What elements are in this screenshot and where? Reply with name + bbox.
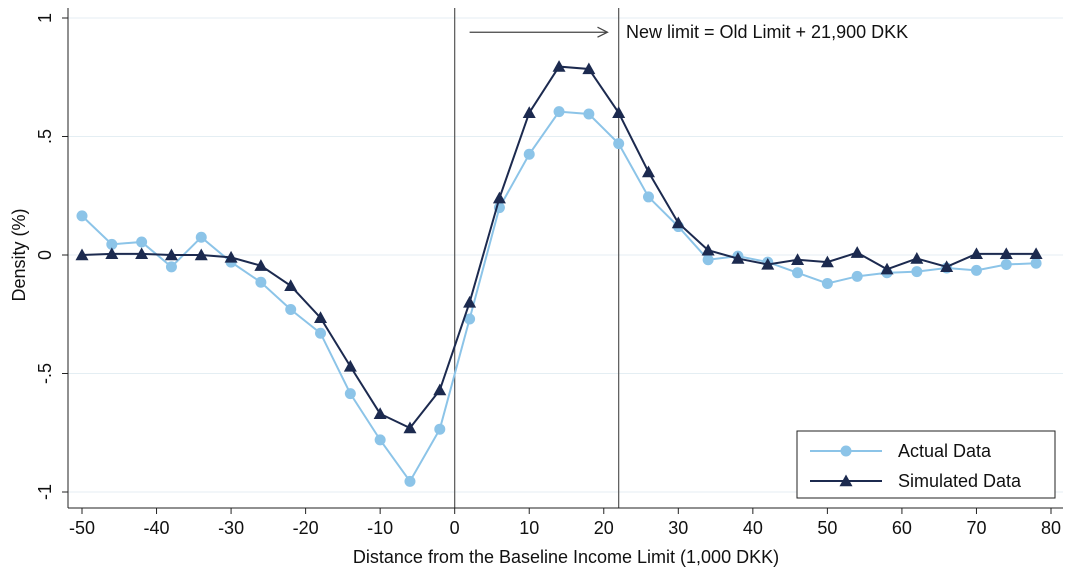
- x-tick-label: -50: [69, 518, 95, 538]
- data-point: [403, 421, 417, 434]
- data-point: [194, 248, 208, 261]
- data-point: [792, 267, 804, 279]
- data-point: [105, 247, 119, 260]
- data-point: [164, 248, 178, 261]
- data-point: [522, 106, 536, 118]
- axes: -1 -.5 0 .5 1 -50 -40 -30 -20 -10 0 10 20 30 40 50 60 70 8…: [35, 8, 1063, 538]
- data-point: [434, 423, 446, 435]
- series-simulated: [75, 60, 1043, 434]
- x-tick-label: 70: [966, 518, 986, 538]
- data-point: [850, 246, 864, 258]
- x-axis-title: Distance from the Baseline Income Limit …: [353, 547, 779, 567]
- data-point: [404, 475, 416, 487]
- data-point: [255, 276, 267, 288]
- y-tick-label: -.5: [35, 363, 55, 384]
- data-point: [76, 210, 88, 222]
- limit-annotation: New limit = Old Limit + 21,900 DKK: [626, 22, 908, 42]
- x-tick-label: 30: [668, 518, 688, 538]
- data-point: [999, 247, 1013, 260]
- y-tick-label: 0: [35, 250, 55, 260]
- y-axis-title: Density (%): [9, 208, 29, 301]
- x-tick-label: 10: [519, 518, 539, 538]
- data-point: [552, 60, 566, 72]
- data-point: [702, 254, 714, 266]
- data-point: [910, 252, 924, 264]
- data-point: [761, 257, 775, 270]
- x-tick-label: -30: [218, 518, 244, 538]
- legend-label: Actual Data: [898, 441, 992, 461]
- legend-box: [796, 430, 1056, 499]
- x-tick-label: 0: [450, 518, 460, 538]
- y-tick-label: 1: [35, 13, 55, 23]
- series-layer: [75, 60, 1043, 487]
- data-point: [195, 231, 207, 243]
- data-point: [344, 388, 356, 400]
- data-point: [135, 247, 149, 260]
- legend-label: Simulated Data: [898, 471, 1022, 491]
- data-point: [315, 327, 327, 339]
- data-point: [851, 270, 863, 282]
- x-tick-label: -40: [144, 518, 170, 538]
- data-point: [224, 250, 238, 263]
- x-tick-label: -10: [367, 518, 393, 538]
- y-tick-label: -1: [35, 484, 55, 500]
- legend: Actual Data Simulated Data: [796, 430, 1056, 499]
- data-point: [820, 255, 834, 268]
- data-point: [970, 264, 982, 276]
- data-point: [374, 434, 386, 446]
- data-point: [553, 106, 565, 118]
- data-point: [613, 138, 625, 150]
- legend-marker: [839, 474, 853, 487]
- data-point: [464, 313, 476, 325]
- data-point: [583, 108, 595, 120]
- data-point: [136, 236, 148, 248]
- annotation-layer: New limit = Old Limit + 21,900 DKK: [469, 22, 908, 42]
- data-point: [642, 191, 654, 203]
- data-point: [165, 261, 177, 273]
- legend-marker: [840, 445, 852, 457]
- data-point: [1029, 247, 1043, 260]
- data-point: [641, 165, 655, 178]
- data-point: [492, 191, 506, 204]
- data-point: [791, 253, 805, 265]
- data-point: [523, 148, 535, 160]
- vertical-reference-lines: [454, 8, 620, 508]
- data-point: [911, 266, 923, 278]
- data-point: [612, 106, 626, 118]
- x-tick-label: 60: [892, 518, 912, 538]
- data-point: [463, 295, 477, 308]
- data-point: [940, 260, 954, 273]
- data-point: [731, 252, 745, 264]
- x-tick-label: 20: [594, 518, 614, 538]
- data-point: [75, 248, 89, 261]
- data-point: [821, 277, 833, 289]
- data-point: [969, 247, 983, 260]
- x-tick-label: 50: [817, 518, 837, 538]
- x-tick-label: 40: [743, 518, 763, 538]
- data-point: [671, 216, 685, 229]
- data-point: [284, 279, 298, 292]
- data-point: [582, 62, 596, 75]
- annotation-arrow-head: [597, 26, 609, 38]
- data-point: [1030, 257, 1042, 269]
- data-point: [254, 259, 268, 271]
- data-point: [433, 383, 447, 396]
- data-point: [314, 311, 328, 324]
- y-tick-label: .5: [35, 129, 55, 144]
- x-tick-label: -20: [293, 518, 319, 538]
- data-point: [1000, 258, 1012, 270]
- x-tick-label: 80: [1041, 518, 1061, 538]
- data-point: [343, 359, 357, 372]
- data-point: [285, 304, 297, 316]
- data-point: [701, 243, 715, 256]
- data-point: [106, 238, 118, 250]
- data-point: [880, 262, 894, 275]
- data-point: [373, 407, 387, 419]
